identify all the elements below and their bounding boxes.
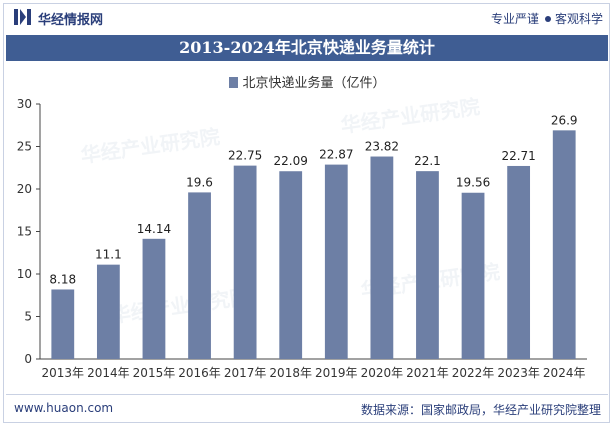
x-tick-label: 2018年	[269, 366, 312, 380]
x-tick-label: 2014年	[87, 366, 130, 380]
tagline: 专业严谨 客观科学	[491, 10, 603, 27]
data-label: 22.75	[228, 149, 262, 163]
separator-dot-icon	[544, 16, 551, 22]
data-label: 19.6	[186, 175, 213, 189]
bar	[461, 192, 485, 359]
data-label: 11.1	[95, 248, 122, 262]
chart-title: 2013-2024年北京快递业务量统计	[6, 35, 608, 61]
x-tick-label: 2021年	[406, 366, 449, 380]
legend-swatch	[229, 77, 239, 88]
bar	[142, 238, 166, 359]
x-tick-label: 2023年	[497, 366, 540, 380]
y-tick-label: 0	[24, 352, 32, 366]
bar	[51, 289, 75, 359]
y-tick-label: 20	[17, 182, 32, 196]
legend-label: 北京快递业务量（亿件）	[242, 76, 386, 91]
brand-name: 华经情报网	[38, 13, 104, 28]
y-tick-label: 10	[17, 267, 32, 281]
footer-divider	[6, 394, 608, 395]
x-tick-label: 2013年	[42, 366, 85, 380]
y-tick-label: 30	[17, 97, 32, 111]
data-label: 19.56	[456, 176, 490, 190]
bar	[416, 171, 439, 359]
x-tick-label: 2017年	[224, 366, 267, 380]
y-tick-label: 25	[17, 140, 32, 154]
tagline-right: 客观科学	[554, 12, 603, 26]
bar	[324, 164, 348, 359]
data-label: 14.14	[137, 222, 171, 236]
footer-source: 数据来源：国家邮政局，华经产业研究院整理	[360, 403, 601, 417]
x-tick-label: 2022年	[452, 366, 495, 380]
bar	[370, 156, 394, 359]
x-tick-label: 2020年	[361, 366, 404, 380]
data-label: 8.18	[49, 272, 76, 286]
bar	[279, 171, 303, 359]
tagline-left: 专业严谨	[490, 12, 539, 26]
bar	[507, 165, 531, 359]
outer-frame	[3, 3, 610, 423]
data-label: 22.09	[274, 154, 308, 168]
top-bar: 华经情报网 专业严谨 客观科学	[0, 0, 615, 34]
bar	[552, 130, 576, 359]
x-tick-label: 2024年	[543, 366, 586, 380]
y-tick-label: 5	[24, 310, 32, 324]
chart-legend: 北京快递业务量（亿件）	[0, 72, 615, 91]
data-label: 22.71	[501, 149, 535, 163]
brand-logo-icon	[14, 9, 31, 25]
y-tick-label: 15	[17, 225, 32, 239]
x-tick-label: 2015年	[133, 366, 176, 380]
bar	[188, 192, 211, 359]
x-tick-label: 2016年	[178, 366, 221, 380]
x-tick-label: 2019年	[315, 366, 358, 380]
data-label: 23.82	[365, 140, 399, 154]
bar	[233, 165, 257, 359]
data-label: 26.9	[551, 113, 578, 127]
footer-website: www.huaon.com	[14, 401, 114, 415]
bar	[96, 264, 120, 359]
data-label: 22.1	[414, 154, 441, 168]
data-label: 22.87	[319, 148, 353, 162]
